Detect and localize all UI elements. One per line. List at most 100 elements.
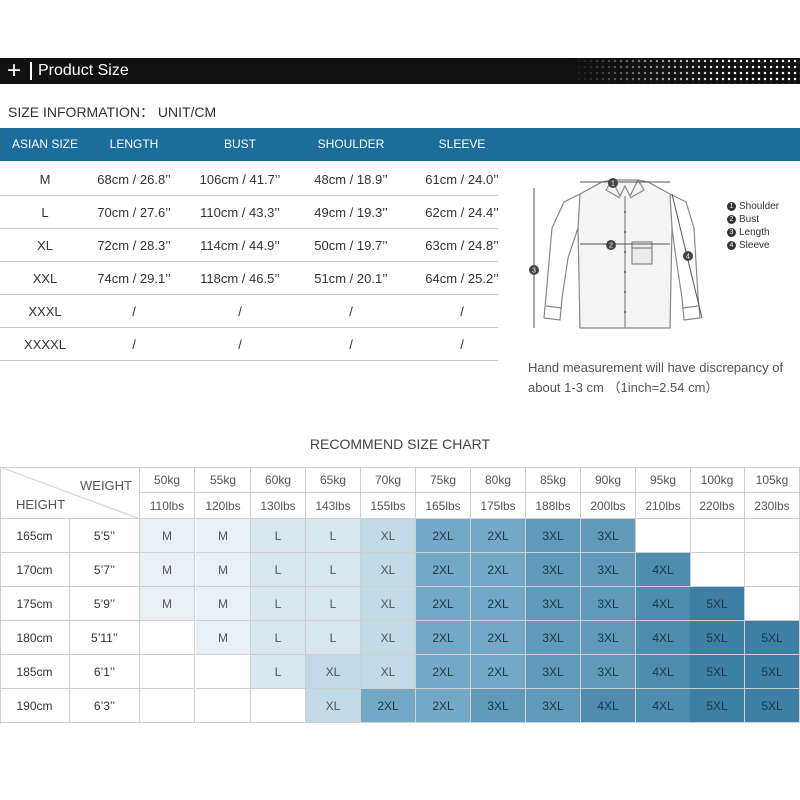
weight-lbs-header: 165lbs [416,493,471,519]
size-cell-2xl: 2XL [416,655,471,689]
shirt-diagram: 1 2 3 4 [529,178,703,329]
empty-size-cell [140,689,195,723]
size-cell-xl: XL [306,655,361,689]
size-cell-shoulder: / [349,337,353,352]
legend-item-length: 3 Length [727,226,779,239]
size-cell-l: L [306,587,361,621]
size-cell-3xl: 3XL [526,689,581,723]
size-cell-l: L [251,621,306,655]
height-cm-cell: 185cm [0,655,70,689]
size-cell-l: L [306,621,361,655]
row-divider [0,360,498,361]
measurement-disclaimer: Hand measurement will have discrepancy o… [528,360,784,395]
size-cell-m: M [196,587,251,621]
size-cell-shoulder: 50cm / 19.7’’ [314,238,388,253]
size-cell-4xl: 4XL [636,587,691,621]
legend-number-icon: 2 [727,214,736,224]
size-cell-size: L [41,205,49,220]
size-cell-bust: / [238,337,242,352]
size-cell-length: 70cm / 27.6’’ [97,205,171,220]
weight-kg-header: 80kg [471,467,526,493]
row-divider [0,195,498,196]
column-header-bust: BUST [223,137,256,151]
column-header-sleeve: SLEEVE [438,137,486,151]
size-cell-xl: XL [361,587,416,621]
weight-kg-header: 75kg [416,467,471,493]
size-cell-length: / [132,337,136,352]
size-cell-xl: XL [361,655,416,689]
legend-number-icon: 1 [727,201,736,211]
size-cell-5xl: 5XL [690,587,745,621]
size-cell-5xl: 5XL [690,689,745,723]
row-divider [0,294,498,295]
size-cell-5xl: 5XL [690,621,745,655]
size-cell-shoulder: 48cm / 18.9’’ [314,172,388,187]
size-cell-2xl: 2XL [361,689,416,723]
size-cell-3xl: 3XL [581,621,636,655]
size-cell-m: M [140,519,195,553]
height-axis-label: HEIGHT [16,497,66,512]
size-cell-2xl: 2XL [416,587,471,621]
empty-size-cell [140,621,195,655]
chart-corner-cell: WEIGHT HEIGHT [0,467,140,519]
legend-item-sleeve: 4 Sleeve [727,239,779,252]
size-cell-4xl: 4XL [636,553,691,587]
empty-size-cell [745,587,800,621]
empty-size-cell [196,655,251,689]
weight-lbs-header: 130lbs [251,493,306,519]
size-cell-3xl: 3XL [471,689,526,723]
height-cm-cell: 175cm [0,587,70,621]
size-cell-3xl: 3XL [526,519,581,553]
size-cell-length: 74cm / 29.1’’ [97,271,171,286]
size-cell-l: L [306,553,361,587]
size-cell-sleeve: / [460,304,464,319]
height-cm-cell: 170cm [0,553,70,587]
marker-1: 1 [611,181,615,188]
size-cell-m: M [196,621,251,655]
section-header-bar: + Product Size [0,58,800,84]
size-cell-shoulder: 51cm / 20.1’’ [314,271,388,286]
legend-label: Length [739,227,770,238]
size-cell-4xl: 4XL [581,689,636,723]
legend-label: Sleeve [739,240,770,251]
size-cell-4xl: 4XL [636,655,691,689]
size-cell-sleeve: 63cm / 24.8’’ [425,238,499,253]
size-cell-l: L [251,553,306,587]
size-cell-2xl: 2XL [416,553,471,587]
legend-number-icon: 3 [727,227,736,237]
column-header-length: LENGTH [109,137,159,151]
size-cell-xl: XL [306,689,361,723]
size-cell-shoulder: / [349,304,353,319]
size-cell-bust: 118cm / 46.5’’ [200,271,280,286]
size-cell-4xl: 4XL [636,621,691,655]
height-ft-cell: 6’1’’ [70,655,140,689]
weight-kg-header: 65kg [306,467,361,493]
size-cell-2xl: 2XL [471,587,526,621]
empty-size-cell [690,553,745,587]
legend-label: Bust [739,214,760,225]
recommend-chart-title: RECOMMEND SIZE CHART [309,436,491,452]
column-header-asian-size: ASIAN SIZE [11,137,79,151]
size-cell-xl: XL [361,621,416,655]
height-ft-cell: 6’3’’ [70,689,140,723]
size-cell-3xl: 3XL [581,519,636,553]
marker-2: 2 [609,243,613,250]
height-cm-cell: 190cm [0,689,70,723]
weight-lbs-header: 120lbs [196,493,251,519]
weight-kg-header: 55kg [196,467,251,493]
plus-icon: + [6,57,21,84]
weight-lbs-header: 230lbs [745,493,800,519]
size-cell-2xl: 2XL [471,553,526,587]
legend-number-icon: 4 [727,240,736,250]
weight-kg-header: 100kg [690,467,745,493]
size-table-header: ASIAN SIZE LENGTH BUST SHOULDER SLEEVE [0,128,800,161]
size-cell-length: / [132,304,136,319]
size-cell-bust: / [238,304,242,319]
size-cell-size: M [39,172,51,187]
weight-kg-header: 95kg [636,467,691,493]
row-divider [0,261,498,262]
empty-size-cell [745,553,800,587]
size-cell-5xl: 5XL [745,655,800,689]
size-cell-m: M [140,587,195,621]
dot-pattern-decoration [570,58,800,84]
